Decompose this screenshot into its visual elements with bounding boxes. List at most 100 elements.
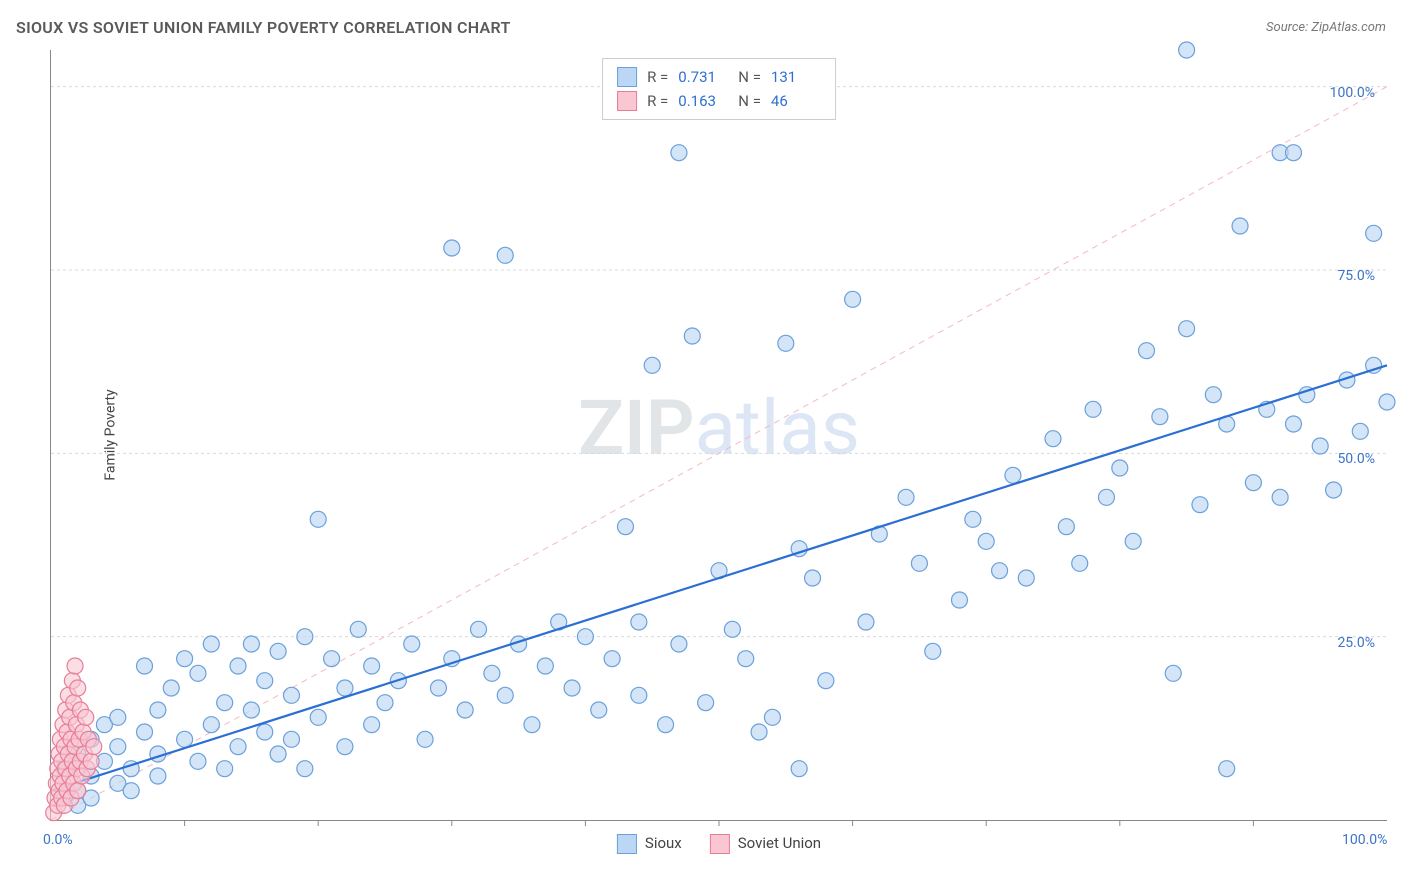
scatter-point: [110, 709, 126, 725]
scatter-point: [1285, 416, 1301, 432]
scatter-point: [577, 629, 593, 645]
scatter-point: [1125, 533, 1141, 549]
legend-swatch: [617, 67, 637, 87]
scatter-point: [350, 621, 366, 637]
scatter-point: [1272, 489, 1288, 505]
scatter-point: [177, 731, 193, 747]
scatter-point: [978, 533, 994, 549]
legend-r-value: 0.731: [678, 65, 728, 89]
scatter-point: [243, 636, 259, 652]
scatter-point: [337, 739, 353, 755]
scatter-point: [70, 680, 86, 696]
scatter-point: [257, 724, 273, 740]
scatter-point: [1192, 497, 1208, 513]
scatter-point: [1005, 467, 1021, 483]
scatter-point: [270, 643, 286, 659]
scatter-point: [217, 761, 233, 777]
scatter-point: [818, 673, 834, 689]
scatter-point: [243, 702, 259, 718]
scatter-point: [230, 739, 246, 755]
scatter-point: [404, 636, 420, 652]
scatter-point: [457, 702, 473, 718]
scatter-point: [430, 680, 446, 696]
scatter-point: [110, 739, 126, 755]
scatter-point: [671, 145, 687, 161]
scatter-point: [163, 680, 179, 696]
scatter-point: [150, 702, 166, 718]
scatter-point: [1205, 387, 1221, 403]
scatter-point: [1366, 225, 1382, 241]
regression-line: [51, 365, 1387, 790]
scatter-point: [1232, 218, 1248, 234]
scatter-point: [1018, 570, 1034, 586]
scatter-point: [86, 739, 102, 755]
scatter-point: [1219, 761, 1235, 777]
legend-label: Soviet Union: [738, 834, 821, 852]
scatter-point: [270, 746, 286, 762]
scatter-point: [791, 761, 807, 777]
scatter-point: [1285, 145, 1301, 161]
y-tick-label: 50.0%: [1337, 451, 1375, 467]
scatter-point: [190, 665, 206, 681]
scatter-point: [698, 695, 714, 711]
scatter-point: [78, 709, 94, 725]
scatter-point: [1152, 409, 1168, 425]
scatter-point: [217, 695, 233, 711]
scatter-point: [1045, 431, 1061, 447]
scatter-point: [497, 687, 513, 703]
scatter-point: [564, 680, 580, 696]
scatter-point: [1379, 394, 1395, 410]
scatter-point: [1179, 321, 1195, 337]
scatter-point: [751, 724, 767, 740]
scatter-point: [524, 717, 540, 733]
scatter-point: [764, 709, 780, 725]
legend-r-label: R =: [647, 89, 668, 113]
y-tick-label: 25.0%: [1337, 635, 1375, 651]
scatter-point: [1072, 555, 1088, 571]
legend-series: SiouxSoviet Union: [617, 834, 821, 854]
scatter-point: [230, 658, 246, 674]
scatter-point: [1112, 460, 1128, 476]
scatter-point: [1326, 482, 1342, 498]
scatter-point: [992, 563, 1008, 579]
legend-n-value: 46: [771, 89, 821, 113]
legend-r-label: R =: [647, 65, 668, 89]
y-tick-label: 75.0%: [1337, 268, 1375, 284]
scatter-point: [631, 614, 647, 630]
legend-swatch: [617, 91, 637, 111]
scatter-point: [297, 629, 313, 645]
scatter-point: [658, 717, 674, 733]
scatter-point: [283, 687, 299, 703]
scatter-point: [257, 673, 273, 689]
legend-item: Soviet Union: [710, 834, 821, 854]
chart-title: SIOUX VS SOVIET UNION FAMILY POVERTY COR…: [16, 18, 511, 37]
plot-area: Family Poverty ZIPatlas R =0.731N =131R …: [50, 50, 1387, 821]
scatter-point: [283, 731, 299, 747]
scatter-point: [324, 651, 340, 667]
scatter-point: [310, 511, 326, 527]
scatter-point: [805, 570, 821, 586]
scatter-point: [377, 695, 393, 711]
scatter-point: [1245, 475, 1261, 491]
scatter-point: [925, 643, 941, 659]
scatter-point: [203, 717, 219, 733]
scatter-point: [83, 753, 99, 769]
scatter-point: [1085, 401, 1101, 417]
scatter-point: [724, 621, 740, 637]
scatter-point: [671, 636, 687, 652]
scatter-point: [484, 665, 500, 681]
scatter-point: [150, 768, 166, 784]
scatter-point: [1058, 519, 1074, 535]
y-tick-label: 100.0%: [1330, 85, 1375, 101]
legend-row: R =0.163N =46: [617, 89, 821, 113]
scatter-point: [137, 658, 153, 674]
scatter-point: [684, 328, 700, 344]
scatter-point: [778, 335, 794, 351]
scatter-point: [1139, 343, 1155, 359]
scatter-point: [67, 658, 83, 674]
scatter-point: [951, 592, 967, 608]
scatter-point: [1352, 423, 1368, 439]
scatter-point: [845, 291, 861, 307]
scatter-point: [537, 658, 553, 674]
scatter-point: [177, 651, 193, 667]
